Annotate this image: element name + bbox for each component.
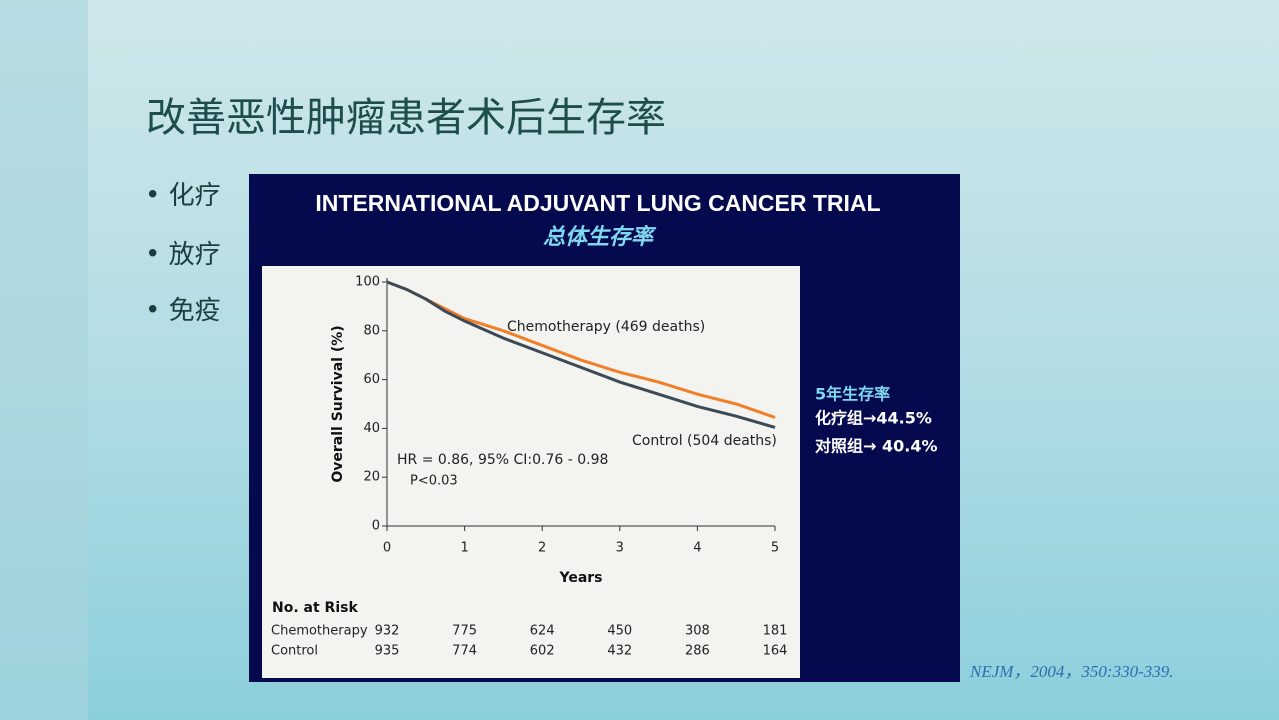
side-title: 5年生存率 bbox=[815, 385, 890, 404]
risk-value: 774 bbox=[452, 644, 477, 659]
side-line: 对照组→ 40.4% bbox=[815, 437, 938, 456]
survival-line bbox=[386, 280, 776, 429]
risk-value: 164 bbox=[763, 644, 788, 659]
side-line: 化疗组→44.5% bbox=[815, 409, 932, 428]
x-tick-label: 5 bbox=[771, 541, 779, 556]
annotation: P<0.03 bbox=[410, 474, 458, 489]
risk-value: 932 bbox=[375, 624, 400, 639]
y-tick-label: 40 bbox=[363, 421, 380, 436]
side-strip bbox=[0, 0, 88, 720]
risk-title: No. at Risk bbox=[272, 600, 358, 616]
risk-value: 935 bbox=[375, 644, 400, 659]
x-axis-label: Years bbox=[558, 570, 602, 586]
risk-value: 624 bbox=[530, 624, 555, 639]
series-label: Chemotherapy (469 deaths) bbox=[507, 319, 705, 335]
risk-value: 602 bbox=[530, 644, 555, 659]
citation: NEJM，2004，350:330-339. bbox=[969, 662, 1174, 681]
x-tick-label: 3 bbox=[616, 541, 624, 556]
y-tick-label: 20 bbox=[363, 470, 380, 485]
bullet: • 化疗 bbox=[145, 181, 221, 211]
risk-row-name: Control bbox=[271, 644, 318, 659]
x-tick-label: 0 bbox=[383, 541, 391, 556]
y-tick-label: 60 bbox=[363, 372, 380, 387]
series-label: Control (504 deaths) bbox=[632, 433, 777, 449]
annotation: HR = 0.86, 95% CI:0.76 - 0.98 bbox=[397, 452, 608, 468]
bullet-text: 化疗 bbox=[169, 181, 221, 211]
y-tick-label: 0 bbox=[372, 519, 380, 534]
risk-value: 450 bbox=[607, 624, 632, 639]
x-tick-label: 4 bbox=[693, 541, 701, 556]
panel-subtitle: 总体生存率 bbox=[543, 224, 657, 250]
risk-value: 181 bbox=[763, 624, 788, 639]
risk-value: 432 bbox=[607, 644, 632, 659]
bullet-text: 免疫 bbox=[169, 296, 221, 326]
risk-row-name: Chemotherapy bbox=[271, 624, 368, 639]
y-tick-label: 80 bbox=[363, 323, 380, 338]
risk-value: 286 bbox=[685, 644, 710, 659]
panel-title: INTERNATIONAL ADJUVANT LUNG CANCER TRIAL bbox=[315, 190, 880, 216]
y-axis-label: Overall Survival (%) bbox=[330, 325, 346, 482]
bullet: • 放疗 bbox=[145, 240, 221, 270]
risk-value: 775 bbox=[452, 624, 477, 639]
x-tick-label: 1 bbox=[460, 541, 468, 556]
slide-title: 改善恶性肿瘤患者术后生存率 bbox=[146, 95, 666, 141]
bullet: • 免疫 bbox=[145, 296, 221, 326]
risk-value: 308 bbox=[685, 624, 710, 639]
chart-image bbox=[262, 266, 800, 678]
y-tick-label: 100 bbox=[355, 275, 380, 290]
bullet-text: 放疗 bbox=[169, 240, 221, 270]
x-tick-label: 2 bbox=[538, 541, 546, 556]
